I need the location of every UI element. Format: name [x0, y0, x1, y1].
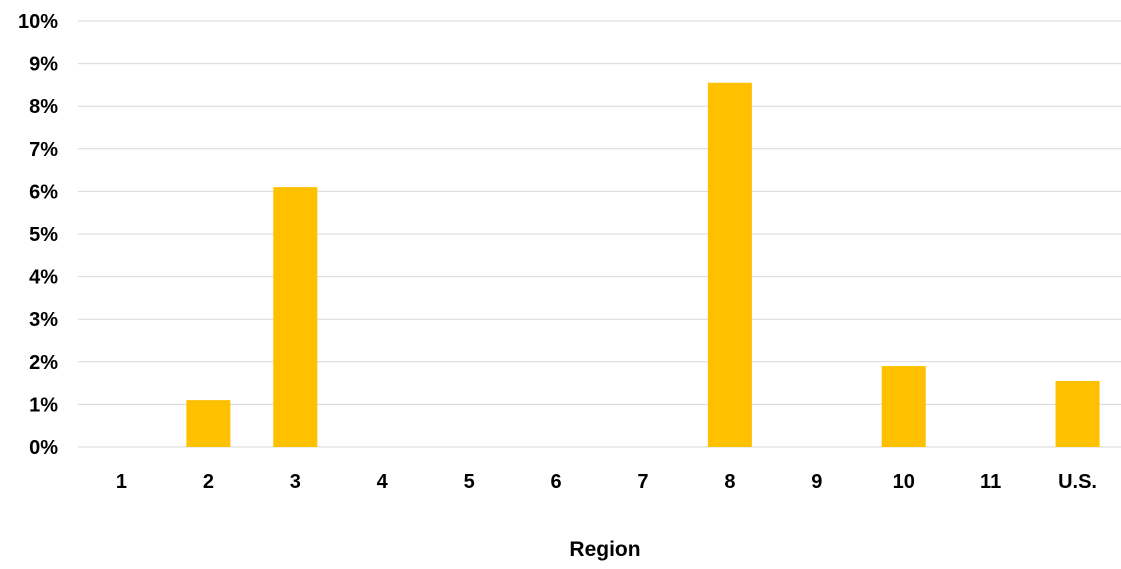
bar-region-2 [186, 400, 231, 447]
x-tick-label: U.S. [1058, 471, 1097, 493]
y-tick-label: 4% [29, 267, 58, 289]
x-tick-label: 9 [811, 471, 822, 493]
y-tick-label: 5% [29, 224, 58, 246]
x-tick-label: 6 [550, 471, 561, 493]
gridlines [78, 20, 1121, 448]
bar-region-10 [881, 366, 926, 447]
bar-region-8 [707, 82, 752, 448]
y-tick-label: 7% [29, 139, 58, 161]
y-tick-label: 0% [29, 437, 58, 459]
x-axis-title: Region [569, 538, 640, 561]
bars [186, 82, 1100, 448]
y-tick-label: 2% [29, 352, 58, 374]
x-tick-label: 7 [637, 471, 648, 493]
bar-region-us [1055, 380, 1100, 447]
x-tick-label: 3 [290, 471, 301, 493]
x-tick-label: 11 [980, 471, 1001, 493]
y-tick-label: 10% [18, 11, 58, 33]
y-axis-ticks: 0% 1% 2% 3% 4% 5% 6% 7% 8% 9% 10% [18, 11, 58, 459]
y-tick-label: 1% [29, 394, 58, 416]
y-tick-label: 8% [29, 96, 58, 118]
x-axis-ticks: 1 2 3 4 5 6 7 8 9 10 11 U.S. [116, 471, 1097, 493]
x-tick-label: 4 [377, 471, 389, 493]
y-tick-label: 9% [29, 54, 58, 76]
x-tick-label: 10 [893, 471, 915, 493]
x-tick-label: 8 [724, 471, 735, 493]
y-tick-label: 6% [29, 181, 58, 203]
x-tick-label: 5 [464, 471, 475, 493]
bar-region-3 [273, 187, 318, 447]
x-tick-label: 1 [116, 471, 127, 493]
y-tick-label: 3% [29, 309, 58, 331]
x-tick-label: 2 [203, 471, 214, 493]
